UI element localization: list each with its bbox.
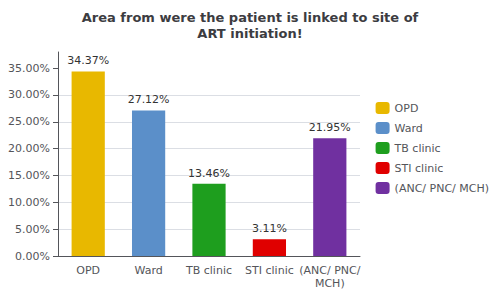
svg-text:15.00%: 15.00% <box>8 169 50 182</box>
svg-text:25.00%: 25.00% <box>8 115 50 128</box>
svg-text:20.00%: 20.00% <box>8 142 50 155</box>
svg-text:OPD: OPD <box>395 102 419 115</box>
svg-text:ART initiation!: ART initiation! <box>197 26 302 41</box>
svg-text:(ANC/ PNC/ MCH): (ANC/ PNC/ MCH) <box>395 182 489 195</box>
svg-text:3.11%: 3.11% <box>252 222 287 235</box>
svg-text:30.00%: 30.00% <box>8 88 50 101</box>
svg-text:Area from were the patient is: Area from were the patient is linked to … <box>82 10 419 25</box>
svg-text:Ward: Ward <box>395 122 423 135</box>
svg-text:TB clinic: TB clinic <box>394 142 441 155</box>
svg-text:13.46%: 13.46% <box>188 167 230 180</box>
svg-text:STI clinic: STI clinic <box>245 264 294 277</box>
svg-text:STI clinic: STI clinic <box>395 162 444 175</box>
svg-text:35.00%: 35.00% <box>8 62 50 75</box>
svg-text:MCH): MCH) <box>315 277 345 290</box>
svg-text:0.00%: 0.00% <box>15 250 50 263</box>
svg-text:10.00%: 10.00% <box>8 196 50 209</box>
svg-text:OPD: OPD <box>76 264 100 277</box>
svg-text:5.00%: 5.00% <box>15 223 50 236</box>
svg-text:(ANC/ PNC/: (ANC/ PNC/ <box>299 264 360 277</box>
svg-text:27.12%: 27.12% <box>128 93 170 106</box>
svg-text:Ward: Ward <box>134 264 162 277</box>
svg-text:21.95%: 21.95% <box>309 121 351 134</box>
svg-text:34.37%: 34.37% <box>67 54 109 67</box>
svg-text:TB clinic: TB clinic <box>185 264 232 277</box>
